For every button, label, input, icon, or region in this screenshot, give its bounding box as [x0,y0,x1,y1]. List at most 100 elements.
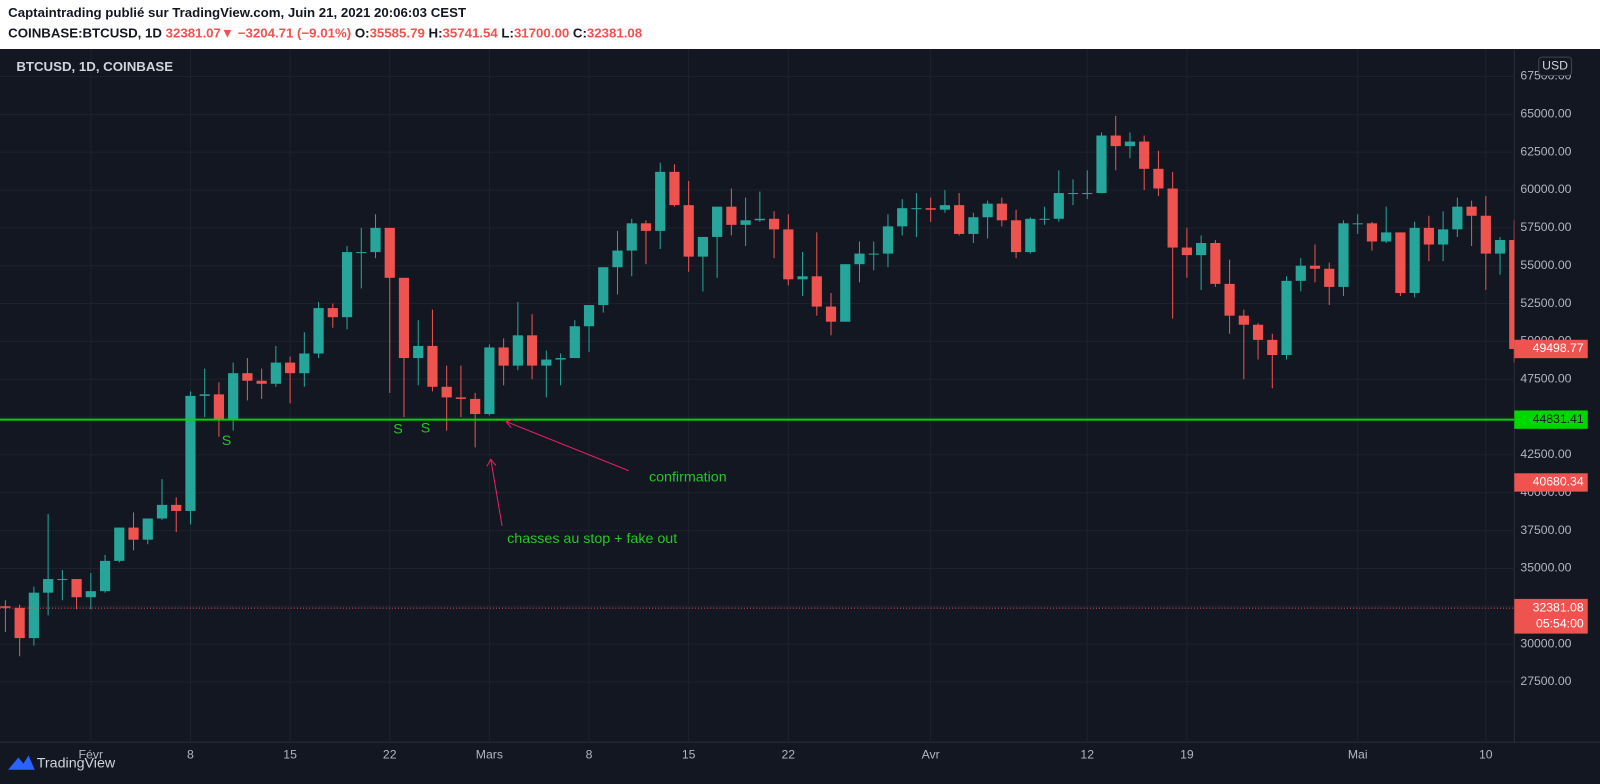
y-tick-label: 27500.00 [1520,674,1571,688]
candle-body [583,305,595,327]
candle-body [1409,227,1420,293]
arrow [505,421,629,472]
candle-body [1509,239,1515,349]
annotation: S [222,433,232,449]
x-tick-label: 8 [586,748,593,762]
candle-body [256,380,267,384]
candle-body [1324,268,1335,287]
candle-body [1366,223,1378,242]
candle-body [28,592,39,639]
candle-body [413,345,424,359]
candle-body [484,347,495,415]
x-tick-label: Mars [476,748,503,762]
candle-body [954,205,965,234]
candle-body [114,527,125,561]
candle-body [897,208,908,227]
candle-body [14,607,25,639]
candle-body [655,171,666,231]
candle-body [99,560,111,592]
candle-body [171,504,182,511]
candle-body [569,326,580,359]
candle-body [1167,188,1178,248]
annotation: chasses au stop + fake out [507,531,677,547]
candle-body [1153,168,1164,189]
candle-body [1494,239,1506,254]
candle-body [1082,193,1093,195]
candle-body [882,226,894,254]
candle-body [868,253,879,255]
candle-body [541,359,552,366]
price-badge [1514,598,1588,634]
candle-body [840,264,851,322]
candle-body [285,362,296,374]
candle-body [356,252,367,254]
candle-body [783,229,794,280]
price-badge-countdown: 05:54:00 [1536,617,1584,631]
candle-body [1139,141,1150,169]
x-tick-label: 19 [1180,748,1194,762]
candle-body [270,362,281,384]
candle-body [384,227,395,278]
candle-body [925,208,936,210]
candle-body [854,253,865,265]
candle-body [1438,229,1449,245]
candle-body [156,504,168,519]
y-tick-label: 55000.00 [1520,258,1571,272]
candle-body [85,591,96,598]
x-tick-label: 15 [682,748,696,762]
price-badge-label: 32381.08 [1533,600,1584,614]
candle-body [754,218,765,221]
candle-body [1338,223,1349,287]
candle-body [1309,265,1321,269]
arrowhead [486,458,497,467]
y-tick-label: 47500.00 [1520,371,1571,385]
candle-body [968,217,979,234]
candle-body [996,203,1007,221]
candle-body [626,223,637,251]
candle-body [1039,218,1050,220]
x-tick-label: 8 [187,748,194,762]
candle-body [1252,324,1264,340]
candle-body [470,398,481,415]
l-label: L: [501,25,514,40]
candle-body [1452,206,1463,230]
logo: TradingView [8,755,116,771]
candle-body [199,394,210,396]
candle-body [228,373,239,421]
author-line: Captaintrading publié sur TradingView.co… [8,5,466,20]
annotation: S [421,421,431,437]
y-tick-label: 60000.00 [1520,182,1571,196]
change: −3204.71 (−9.01%) [238,25,351,40]
candle-body [1267,339,1278,356]
price-badge [1514,410,1588,429]
candle-body [370,227,381,253]
candle-body [640,223,652,231]
arrowhead [505,419,514,429]
candle-body [825,306,837,322]
candle-body [341,252,353,318]
candle-body [1010,220,1022,253]
candle-body [313,308,324,354]
candle-body [697,236,709,257]
h-label: H: [429,25,443,40]
candle-body [911,208,922,210]
y-tick-label: 62500.00 [1520,144,1571,158]
candle-body [1053,193,1064,219]
candle-body [1381,232,1392,242]
candle-body [1352,223,1363,225]
candle-body [0,606,11,608]
candle-body [726,206,737,225]
annotation: confirmation [649,470,727,486]
candle-body [1238,315,1249,325]
candle-body [1025,218,1036,253]
y-tick-label: 65000.00 [1520,107,1571,121]
price-badge [1514,339,1588,359]
header-bg [0,0,1600,49]
candle-body [299,353,310,374]
overlay: 49498.77 44831.41 40680.34 32381.08 05:54:00 [0,339,1588,634]
candle-body [1181,247,1192,256]
annotation-arrows [486,419,629,526]
x-tick-label: 22 [383,748,397,762]
y-tick-label: 52500.00 [1520,296,1571,310]
